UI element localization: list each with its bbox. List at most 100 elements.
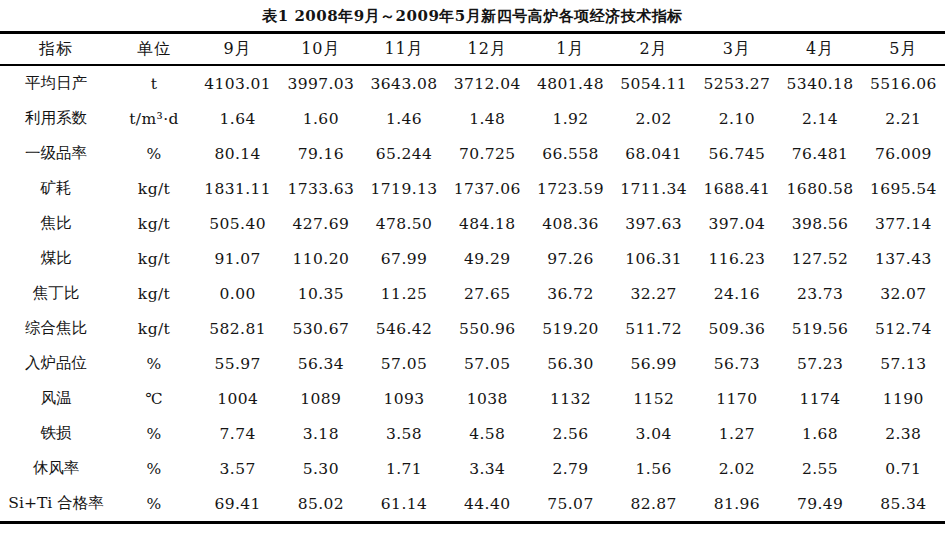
value-cell: 32.27 <box>612 276 695 311</box>
column-header: 11月 <box>362 33 445 66</box>
value-cell: 3.58 <box>362 416 445 451</box>
indicator-cell: 利用系数 <box>0 101 112 136</box>
value-cell: 3.34 <box>446 451 529 486</box>
value-cell: 5253.27 <box>695 65 778 101</box>
value-cell: 7.74 <box>196 416 279 451</box>
value-cell: 36.72 <box>529 276 612 311</box>
column-header: 10月 <box>279 33 362 66</box>
value-cell: 65.244 <box>362 136 445 171</box>
value-cell: 1152 <box>612 381 695 416</box>
value-cell: 1.46 <box>362 101 445 136</box>
unit-cell: % <box>112 136 196 171</box>
table-body: 平均日产t4103.013997.033643.083712.044801.48… <box>0 65 945 523</box>
value-cell: 1723.59 <box>529 171 612 206</box>
value-cell: 61.14 <box>362 486 445 523</box>
table-row: 矿耗kg/t1831.111733.631719.131737.061723.5… <box>0 171 945 206</box>
value-cell: 82.87 <box>612 486 695 523</box>
value-cell: 70.725 <box>446 136 529 171</box>
table-row: 焦比kg/t505.40427.69478.50484.18408.36397.… <box>0 206 945 241</box>
value-cell: 1.56 <box>612 451 695 486</box>
value-cell: 49.29 <box>446 241 529 276</box>
table-row: 平均日产t4103.013997.033643.083712.044801.48… <box>0 65 945 101</box>
value-cell: 1.92 <box>529 101 612 136</box>
unit-cell: ℃ <box>112 381 196 416</box>
table-caption: 表1 2008年9月～2009年5月新四号高炉各项经济技术指标 <box>0 0 945 31</box>
indicator-cell: 铁损 <box>0 416 112 451</box>
value-cell: 11.25 <box>362 276 445 311</box>
value-cell: 81.96 <box>695 486 778 523</box>
value-cell: 85.34 <box>862 486 945 523</box>
value-cell: 4801.48 <box>529 65 612 101</box>
value-cell: 408.36 <box>529 206 612 241</box>
value-cell: 1.64 <box>196 101 279 136</box>
value-cell: 0.71 <box>862 451 945 486</box>
value-cell: 3643.08 <box>362 65 445 101</box>
value-cell: 137.43 <box>862 241 945 276</box>
value-cell: 2.10 <box>695 101 778 136</box>
value-cell: 2.21 <box>862 101 945 136</box>
value-cell: 519.20 <box>529 311 612 346</box>
value-cell: 1.48 <box>446 101 529 136</box>
column-header: 2月 <box>612 33 695 66</box>
value-cell: 23.73 <box>778 276 861 311</box>
indicator-cell: Si+Ti 合格率 <box>0 486 112 523</box>
value-cell: 97.26 <box>529 241 612 276</box>
unit-cell: t <box>112 65 196 101</box>
indicator-cell: 矿耗 <box>0 171 112 206</box>
indicator-cell: 综合焦比 <box>0 311 112 346</box>
value-cell: 2.56 <box>529 416 612 451</box>
value-cell: 69.41 <box>196 486 279 523</box>
value-cell: 56.73 <box>695 346 778 381</box>
indicators-table: 指标单位9月10月11月12月1月2月3月4月5月 平均日产t4103.0139… <box>0 31 945 524</box>
indicator-cell: 风温 <box>0 381 112 416</box>
unit-cell: kg/t <box>112 241 196 276</box>
value-cell: 1.60 <box>279 101 362 136</box>
value-cell: 68.041 <box>612 136 695 171</box>
value-cell: 24.16 <box>695 276 778 311</box>
value-cell: 5.30 <box>279 451 362 486</box>
value-cell: 530.67 <box>279 311 362 346</box>
indicator-cell: 平均日产 <box>0 65 112 101</box>
value-cell: 397.04 <box>695 206 778 241</box>
value-cell: 1733.63 <box>279 171 362 206</box>
value-cell: 5516.06 <box>862 65 945 101</box>
value-cell: 4103.01 <box>196 65 279 101</box>
value-cell: 5340.18 <box>778 65 861 101</box>
indicator-cell: 一级品率 <box>0 136 112 171</box>
column-header: 4月 <box>778 33 861 66</box>
value-cell: 509.36 <box>695 311 778 346</box>
column-header: 3月 <box>695 33 778 66</box>
value-cell: 57.05 <box>446 346 529 381</box>
value-cell: 3997.03 <box>279 65 362 101</box>
value-cell: 127.52 <box>778 241 861 276</box>
column-header: 指标 <box>0 33 112 66</box>
value-cell: 1004 <box>196 381 279 416</box>
value-cell: 427.69 <box>279 206 362 241</box>
indicator-cell: 焦丁比 <box>0 276 112 311</box>
unit-cell: % <box>112 416 196 451</box>
unit-cell: % <box>112 451 196 486</box>
document-page: 表1 2008年9月～2009年5月新四号高炉各项经济技术指标 指标单位9月10… <box>0 0 945 533</box>
value-cell: 550.96 <box>446 311 529 346</box>
column-header: 单位 <box>112 33 196 66</box>
value-cell: 57.13 <box>862 346 945 381</box>
value-cell: 56.745 <box>695 136 778 171</box>
value-cell: 76.481 <box>778 136 861 171</box>
column-header: 9月 <box>196 33 279 66</box>
value-cell: 546.42 <box>362 311 445 346</box>
value-cell: 85.02 <box>279 486 362 523</box>
value-cell: 1170 <box>695 381 778 416</box>
value-cell: 398.56 <box>778 206 861 241</box>
value-cell: 3712.04 <box>446 65 529 101</box>
value-cell: 1190 <box>862 381 945 416</box>
value-cell: 512.74 <box>862 311 945 346</box>
value-cell: 1831.11 <box>196 171 279 206</box>
value-cell: 79.16 <box>279 136 362 171</box>
value-cell: 1737.06 <box>446 171 529 206</box>
value-cell: 57.05 <box>362 346 445 381</box>
value-cell: 3.04 <box>612 416 695 451</box>
value-cell: 1688.41 <box>695 171 778 206</box>
table-head: 指标单位9月10月11月12月1月2月3月4月5月 <box>0 33 945 66</box>
value-cell: 55.97 <box>196 346 279 381</box>
value-cell: 0.00 <box>196 276 279 311</box>
